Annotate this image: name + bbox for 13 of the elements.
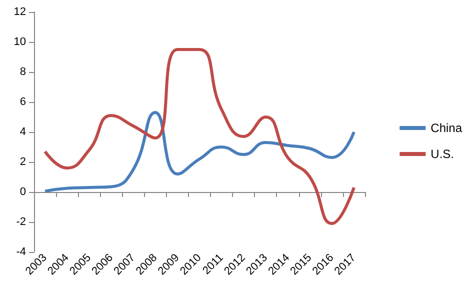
y-tick-label: 0 xyxy=(20,186,26,198)
y-tick-label: 2 xyxy=(20,156,26,168)
y-tick-label: 12 xyxy=(14,6,26,18)
y-tick-label: 10 xyxy=(14,36,26,48)
y-tick-label: -2 xyxy=(16,216,26,228)
line-series xyxy=(44,48,356,225)
y-tick-label: 8 xyxy=(20,66,26,78)
y-tick-label: 6 xyxy=(20,96,26,108)
y-tick-label: -4 xyxy=(16,246,26,258)
line-series xyxy=(44,111,356,193)
legend-label: U.S. xyxy=(430,147,454,161)
y-tick-label: 4 xyxy=(20,126,26,138)
legend-label: China xyxy=(430,121,462,135)
